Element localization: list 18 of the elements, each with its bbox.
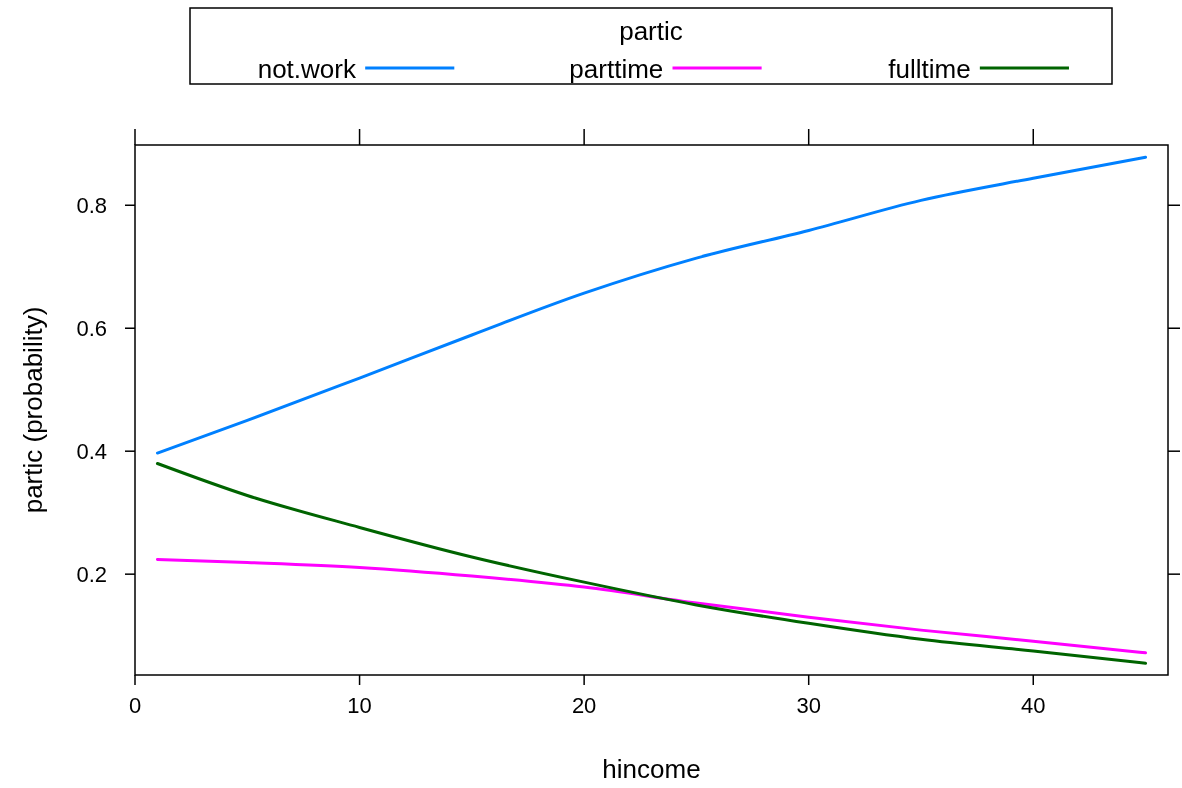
y-tick-label: 0.8 [76,193,107,219]
x-tick-label: 10 [347,693,372,718]
legend-title: partic [619,16,683,46]
x-axis-title: hincome [602,754,701,784]
legend-label: not.work [257,54,357,84]
x-tick-label: 20 [571,693,597,718]
x-tick-label: 0 [128,693,142,718]
x-tick-label: 40 [1021,693,1046,718]
legend-label: fulltime [888,54,971,84]
line-series [155,557,1148,655]
line-series [155,155,1148,455]
y-tick-label: 0.4 [76,439,107,465]
x-tick-label: 30 [796,693,821,718]
y-axis-title: partic (probability) [18,306,48,514]
y-tick-label: 0.6 [76,316,107,342]
legend-label: parttime [569,54,664,84]
y-tick-label: 0.2 [76,562,107,588]
line-series [155,461,1148,665]
